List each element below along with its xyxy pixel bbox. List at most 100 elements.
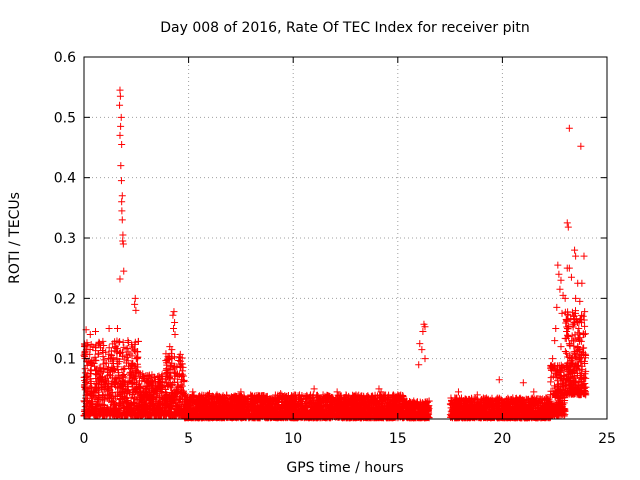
- data-point-dense: [132, 372, 140, 380]
- data-point-dense: [99, 360, 107, 368]
- data-point-dense: [137, 404, 145, 412]
- data-point-dense: [136, 377, 144, 385]
- data-point-dense: [104, 368, 112, 376]
- data-point-dense: [138, 399, 146, 407]
- data-point-dense: [121, 364, 129, 372]
- data-point-dense: [122, 359, 130, 367]
- data-point-dense: [120, 405, 128, 413]
- data-point-dense: [115, 358, 123, 366]
- data-point-dense: [167, 350, 175, 358]
- data-point-dense: [155, 409, 163, 417]
- data-point-dense: [139, 373, 147, 381]
- data-point-dense: [107, 351, 115, 359]
- data-point-dense: [92, 342, 100, 350]
- data-point-dense: [149, 395, 157, 403]
- data-point-dense: [119, 383, 127, 391]
- data-point-dense: [130, 347, 138, 355]
- data-point-dense: [140, 374, 148, 382]
- data-point-dense: [154, 375, 162, 383]
- data-point-dense: [171, 362, 179, 370]
- data-point-dense: [168, 393, 176, 401]
- data-point-dense: [98, 373, 106, 381]
- data-point-dense: [121, 387, 129, 395]
- data-point-dense: [127, 408, 135, 416]
- data-point-dense: [85, 412, 93, 420]
- data-point-dense: [175, 371, 183, 379]
- data-point-dense: [99, 353, 107, 361]
- data-point-dense: [115, 369, 123, 377]
- data-point-dense: [89, 406, 97, 414]
- data-point-dense: [151, 374, 159, 382]
- data-point-dense: [81, 377, 89, 385]
- data-point-dense: [131, 362, 139, 370]
- data-point-dense: [162, 378, 170, 386]
- data-point-dense: [158, 372, 166, 380]
- data-point-dense: [162, 402, 170, 410]
- data-points: [80, 86, 590, 422]
- data-point-dense: [126, 350, 134, 358]
- data-point-dense: [118, 376, 126, 384]
- data-point-dense: [87, 361, 95, 369]
- data-point-dense: [91, 353, 99, 361]
- data-point-dense: [151, 411, 159, 419]
- data-point-dense: [109, 368, 117, 376]
- data-point-dense: [99, 337, 107, 345]
- data-point-dense: [152, 384, 160, 392]
- data-point-dense: [127, 368, 135, 376]
- data-point-dense: [172, 391, 180, 399]
- data-point-dense: [112, 392, 120, 400]
- data-point-dense: [87, 377, 95, 385]
- data-point-dense: [134, 412, 142, 420]
- data-point-dense: [113, 363, 121, 371]
- data-point-dense: [168, 400, 176, 408]
- data-point-dense: [110, 366, 118, 374]
- data-point-dense: [140, 410, 148, 418]
- data-point-dense: [103, 387, 111, 395]
- data-point-dense: [104, 409, 112, 417]
- data-point-dense: [96, 407, 104, 415]
- data-point-dense: [162, 371, 170, 379]
- data-point-dense: [117, 349, 125, 357]
- data-point-dense: [141, 392, 149, 400]
- data-point-dense: [105, 344, 113, 352]
- data-point-dense: [134, 338, 142, 346]
- data-point-dense: [111, 375, 119, 383]
- data-point-dense: [93, 386, 101, 394]
- data-point-dense: [157, 388, 165, 396]
- data-point-dense: [128, 390, 136, 398]
- data-point-dense: [83, 371, 91, 379]
- data-point-dense: [173, 387, 181, 395]
- data-point-dense: [174, 373, 182, 381]
- data-point-dense: [118, 352, 126, 360]
- data-point-dense: [116, 389, 124, 397]
- data-point-dense: [164, 379, 172, 387]
- data-point-dense: [176, 390, 184, 398]
- data-point-dense: [98, 346, 106, 354]
- data-point-dense: [166, 375, 174, 383]
- data-point-dense: [163, 391, 171, 399]
- data-point-dense: [163, 382, 171, 390]
- data-point-dense: [102, 348, 110, 356]
- data-point-dense: [132, 355, 140, 363]
- grid-lines: [84, 57, 607, 419]
- data-point-dense: [133, 354, 141, 362]
- data-point-dense: [167, 384, 175, 392]
- data-point-dense: [172, 394, 180, 402]
- data-point-dense: [117, 395, 125, 403]
- data-point-dense: [134, 363, 142, 371]
- data-point-dense: [112, 379, 120, 387]
- data-point-dense: [116, 338, 124, 346]
- data-point-dense: [81, 365, 89, 373]
- data-point-dense: [122, 351, 130, 359]
- data-point-dense: [171, 409, 179, 417]
- data-point-dense: [104, 354, 112, 362]
- data-point-dense: [89, 343, 97, 351]
- data-point-dense: [120, 370, 128, 378]
- data-point-dense: [90, 356, 98, 364]
- data-point-dense: [131, 338, 139, 346]
- data-point-dense: [91, 367, 99, 375]
- data-point-dense: [114, 366, 122, 374]
- data-point-dense: [170, 369, 178, 377]
- data-point-dense: [83, 390, 91, 398]
- data-point-dense: [135, 384, 143, 392]
